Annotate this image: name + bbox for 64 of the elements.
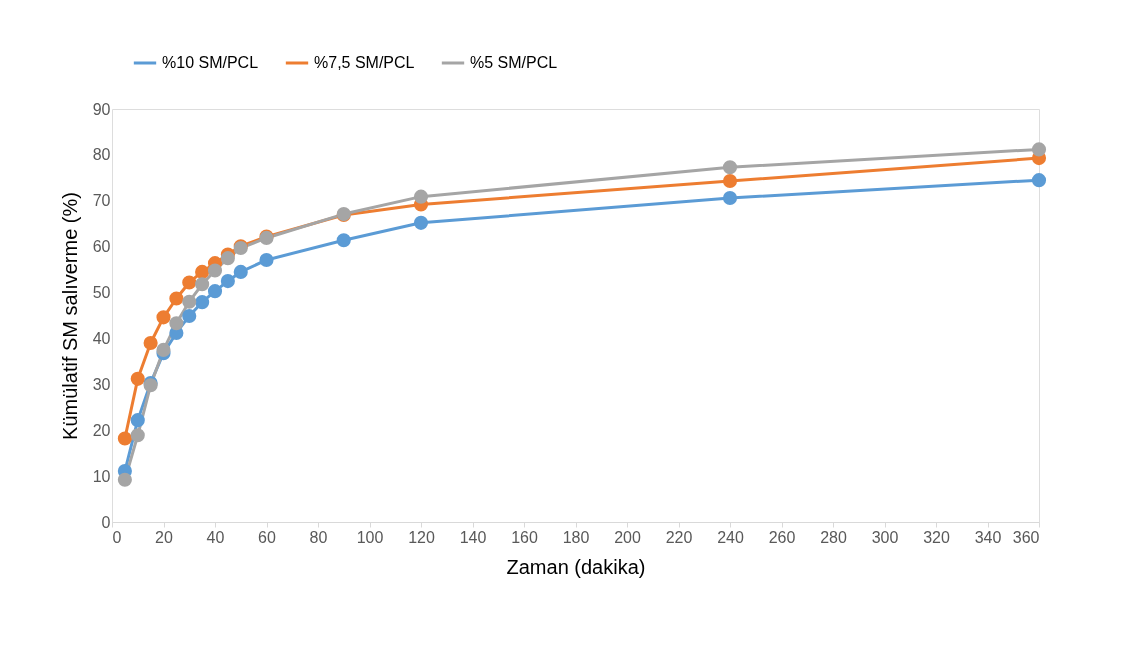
x-tick-label: 200 — [614, 528, 641, 546]
point — [195, 295, 210, 310]
x-tick-label: 160 — [511, 528, 538, 546]
x-tick-label: 60 — [258, 528, 276, 546]
point — [182, 294, 197, 309]
point — [182, 275, 197, 290]
x-tick-label: 100 — [356, 528, 384, 546]
point — [1031, 173, 1047, 188]
legend-label: %5 SM/PCL — [470, 54, 558, 71]
point — [722, 160, 738, 175]
point — [143, 335, 158, 351]
x-tick-label: 80 — [309, 528, 328, 546]
x-tick-label: 140 — [459, 528, 487, 546]
x-tick-label: 120 — [408, 528, 435, 546]
point — [336, 233, 351, 248]
point — [722, 190, 738, 206]
point — [722, 173, 738, 189]
legend-label: %7,5 SM/PCL — [314, 54, 415, 71]
point — [130, 371, 145, 386]
point — [130, 413, 145, 428]
point — [207, 284, 223, 299]
point — [130, 428, 145, 443]
x-tick-label: 20 — [155, 528, 173, 546]
y-tick-label: 0 — [101, 513, 111, 531]
x-axis-title: Zaman (dakika) — [506, 555, 646, 578]
point — [207, 263, 223, 278]
point — [156, 310, 171, 325]
point — [156, 342, 171, 357]
point — [169, 316, 184, 331]
x-tick-label: 360 — [1012, 528, 1040, 546]
point — [195, 277, 210, 292]
point — [259, 252, 274, 268]
x-tick-label: 340 — [974, 528, 1002, 546]
x-tick-label: 280 — [820, 528, 847, 546]
y-tick-label: 50 — [92, 284, 111, 302]
y-tick-label: 10 — [92, 467, 111, 485]
point — [1031, 142, 1047, 157]
point — [413, 189, 429, 204]
point — [182, 308, 197, 324]
y-tick-label: 30 — [92, 375, 111, 393]
legend-label: %10 SM/PCL — [162, 54, 259, 71]
y-tick-label: 20 — [92, 421, 111, 439]
x-tick-label: 260 — [768, 528, 796, 546]
point — [233, 264, 248, 279]
x-tick-label: 180 — [562, 528, 590, 546]
y-tick-label: 80 — [92, 146, 111, 164]
point — [195, 264, 210, 279]
point — [220, 251, 235, 266]
point — [117, 431, 132, 446]
x-tick-label: 300 — [871, 528, 899, 546]
x-tick-label: 0 — [112, 528, 122, 546]
x-tick-label: 40 — [206, 528, 225, 546]
y-axis-title: Kümülatif SM salıverme (%) — [58, 192, 81, 440]
point — [220, 274, 235, 289]
y-tick-label: 40 — [92, 329, 111, 347]
y-tick-label: 60 — [92, 238, 111, 256]
x-tick-label: 320 — [923, 528, 950, 546]
y-tick-label: 70 — [92, 192, 111, 210]
point — [413, 215, 429, 230]
x-tick-label: 220 — [665, 528, 693, 546]
point — [117, 472, 132, 487]
point — [169, 291, 184, 306]
y-tick-label: 90 — [92, 100, 111, 118]
x-tick-label: 240 — [717, 528, 744, 546]
